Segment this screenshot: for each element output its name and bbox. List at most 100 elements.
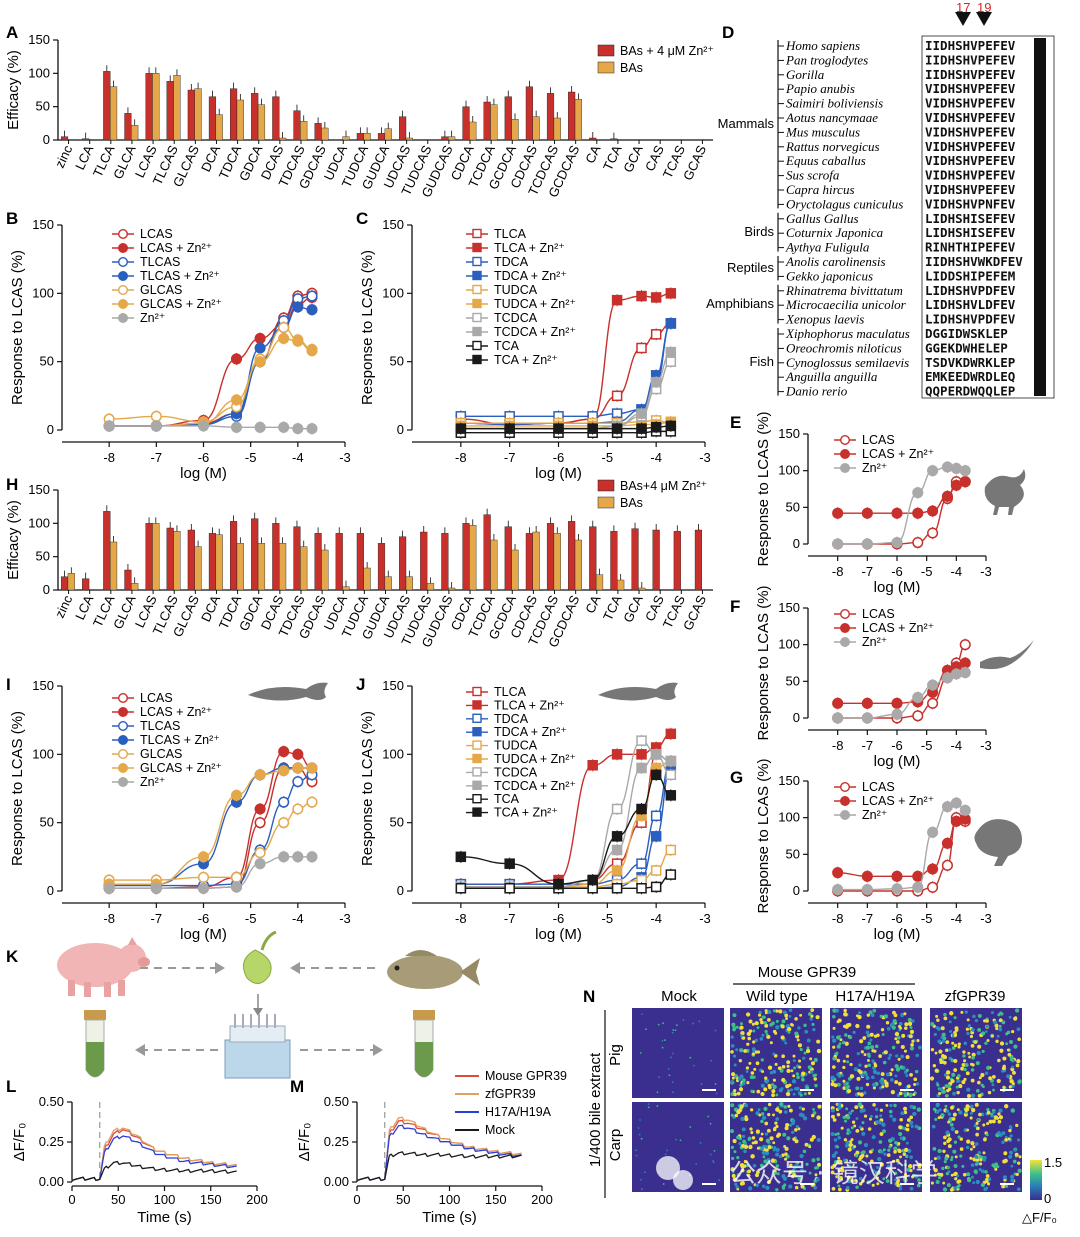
cell-dot <box>836 1035 841 1040</box>
point-I-4 <box>230 871 243 883</box>
cell-dot <box>889 1114 893 1118</box>
cell-dot <box>952 1149 957 1154</box>
cell-dot <box>860 1050 864 1054</box>
bar-H-GCDCA-s0 <box>504 526 512 591</box>
species-name: Rattus norvegicus <box>785 139 880 154</box>
point-F-2 <box>912 691 924 704</box>
cell-dot <box>895 1067 901 1072</box>
bar-H-TCAS-s0 <box>673 531 681 591</box>
bar-H-GLCAS-s0 <box>187 529 195 591</box>
bar-A-UDCAS-s1 <box>405 137 413 141</box>
bar-A-TCDCA-s0 <box>483 101 491 141</box>
cell-dot <box>778 1088 783 1093</box>
point-B-6 <box>292 423 304 435</box>
cell-dot <box>809 1057 813 1061</box>
cell-dot <box>767 1065 773 1070</box>
cell-dot <box>761 1115 767 1121</box>
legend-label-C-8: TCA <box>494 339 520 353</box>
cell-dot <box>967 1051 971 1055</box>
x-axis-title-J: log (M) <box>535 926 582 943</box>
legend-marker-B <box>117 299 128 310</box>
cell-dot <box>872 1103 876 1107</box>
cell-dot <box>975 1132 980 1137</box>
point-I-6 <box>230 881 243 893</box>
cell-dot <box>770 1158 776 1163</box>
cell-dot <box>811 1158 816 1163</box>
cell-dot <box>751 1141 755 1145</box>
legend-marker-C <box>472 326 482 337</box>
y-axis-title-G: Response to LCAS (%) <box>755 758 772 913</box>
point-I-5 <box>278 765 290 777</box>
point-J-8 <box>455 883 467 894</box>
sequence: LIDHSHISEFEV <box>925 211 1016 226</box>
cell-dot <box>865 1154 869 1158</box>
cell-dot <box>947 1112 952 1116</box>
cell-dot <box>899 1155 902 1159</box>
cell-dot <box>764 1029 768 1034</box>
point-C-7 <box>650 376 662 388</box>
cell-dot <box>969 1104 974 1109</box>
cell-dot <box>945 1070 951 1075</box>
legend-label-G-0: LCAS <box>862 780 895 794</box>
cell-dot <box>970 1175 974 1179</box>
panel-label-h: H <box>6 475 18 494</box>
cell-dot <box>899 1136 904 1140</box>
point-B-6 <box>278 421 290 433</box>
cell-dot <box>894 1140 898 1145</box>
y-tick-label-B: 50 <box>40 354 54 369</box>
bar-H-CAS-s0 <box>652 529 660 591</box>
cell-dot <box>682 1019 685 1021</box>
cell-dot <box>930 1022 935 1027</box>
cell-dot <box>830 1108 835 1113</box>
cell-dot <box>998 1108 1002 1112</box>
x-tick-label-B: -3 <box>339 450 351 465</box>
x-tick-label-H-GCA: GCA <box>620 593 646 625</box>
cell-dot <box>832 1118 837 1122</box>
cell-dot <box>981 1049 985 1053</box>
cell-dot <box>903 1173 908 1177</box>
cell-dot <box>975 1089 980 1093</box>
cell-dot <box>845 1107 849 1111</box>
cell-dot <box>760 1058 764 1062</box>
cell-dot <box>1003 1151 1008 1156</box>
cell-dot <box>1007 1137 1011 1141</box>
cell-dot <box>1010 1174 1015 1179</box>
cell-dot <box>762 1015 766 1020</box>
cell-dot <box>983 1019 987 1023</box>
cell-dot <box>812 1073 816 1078</box>
bar-A-DCAS-s1 <box>279 137 287 141</box>
cell-dot <box>788 1170 793 1175</box>
legend-label-J-2: TDCA <box>494 712 529 726</box>
cell-dot <box>1001 1140 1005 1145</box>
cell-dot <box>1008 1154 1013 1159</box>
y-tick-label-L: 0.50 <box>39 1094 64 1109</box>
cell-dot <box>844 1119 848 1123</box>
x-tick-label-L: 50 <box>111 1192 125 1207</box>
cell-dot <box>861 1108 866 1113</box>
legend-label-F-0: LCAS <box>862 607 895 621</box>
cell-dot <box>836 1020 840 1024</box>
cell-dot <box>837 1168 842 1173</box>
cell-dot <box>765 1079 770 1083</box>
cell-dot <box>978 1076 982 1080</box>
group-label: Mammals <box>718 116 775 131</box>
cell-dot <box>764 1121 769 1126</box>
cell-dot <box>990 1112 994 1116</box>
species-name: Aotus nancymaae <box>785 110 878 125</box>
cell-dot <box>971 1028 975 1032</box>
cell-dot <box>911 1039 915 1043</box>
cell-dot <box>878 1140 883 1144</box>
cell-dot <box>1009 1150 1014 1155</box>
cell-dot <box>1009 1134 1013 1138</box>
legend-label-I-2: TLCAS <box>140 719 180 733</box>
bar-A-TLCAS-s0 <box>166 81 174 141</box>
cell-dot <box>734 1182 738 1186</box>
cell-dot <box>853 1145 857 1148</box>
group-label: Fish <box>749 354 774 369</box>
position-19-arrow-icon <box>976 12 992 26</box>
cell-dot <box>894 1171 898 1175</box>
cell-dot <box>995 1039 999 1044</box>
bar-H-GDCAS-s0 <box>314 533 322 591</box>
